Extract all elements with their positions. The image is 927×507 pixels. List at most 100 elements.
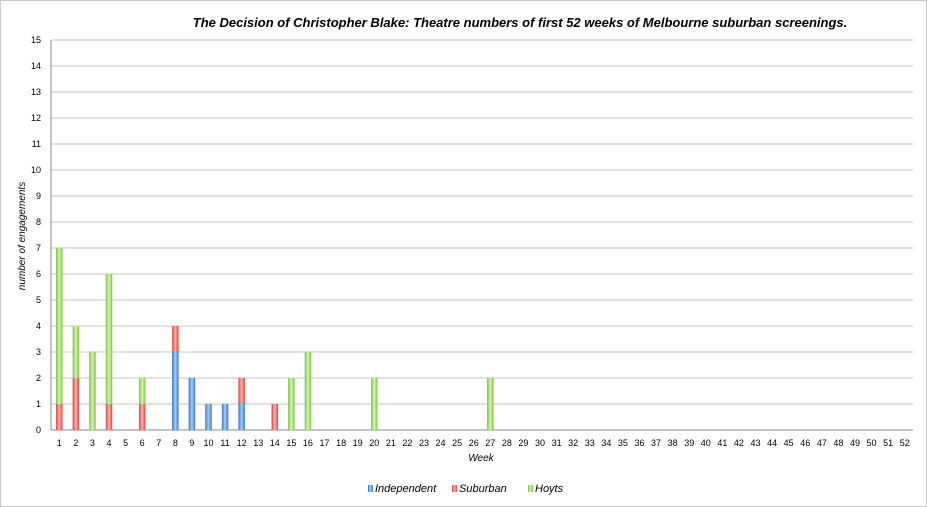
bar-segment-independent: [221, 404, 229, 430]
y-tick-label: 6: [36, 269, 41, 279]
y-tick-label: 2: [36, 373, 41, 383]
legend-label-hoyts: Hoyts: [535, 483, 564, 495]
x-tick-label: 27: [485, 438, 495, 448]
bar-segment-suburban: [72, 378, 80, 430]
x-axis-label: Week: [468, 453, 494, 464]
bar-segment-hoyts: [72, 326, 80, 378]
x-tick-label: 43: [751, 438, 761, 448]
x-tick-label: 3: [90, 438, 95, 448]
x-tick-label: 16: [303, 438, 313, 448]
y-tick-label: 7: [36, 243, 41, 253]
x-tick-label: 47: [817, 438, 827, 448]
x-tick-label: 10: [203, 438, 213, 448]
x-tick-label: 45: [784, 438, 794, 448]
legend-swatch-independent: [368, 485, 373, 492]
x-tick-label: 49: [850, 438, 860, 448]
bar-segment-suburban: [56, 404, 63, 430]
x-tick-label: 28: [502, 438, 512, 448]
x-tick-label: 7: [156, 438, 161, 448]
x-tick-label: 42: [734, 438, 744, 448]
legend: Independent Suburban Hoyts: [368, 483, 564, 495]
bar-segment-hoyts: [89, 352, 96, 430]
x-tick-label: 36: [634, 438, 644, 448]
bar-segment-hoyts: [304, 352, 312, 430]
bar-segment-hoyts: [138, 378, 146, 404]
x-tick-label: 41: [717, 438, 727, 448]
x-tick-label: 4: [107, 438, 112, 448]
y-tick-label: 1: [36, 399, 41, 409]
y-tick-label: 8: [36, 217, 41, 227]
x-tick-label: 35: [618, 438, 628, 448]
x-tick-label: 11: [220, 438, 229, 448]
x-tick-label: 5: [123, 438, 128, 448]
bar-segment-independent: [172, 352, 179, 430]
x-tick-label: 8: [173, 438, 178, 448]
x-tick-label: 25: [452, 438, 462, 448]
y-tick-label: 15: [31, 35, 41, 45]
y-tick-label: 0: [36, 425, 41, 435]
bar-segment-suburban: [238, 378, 245, 404]
x-tick-label: 17: [320, 438, 330, 448]
x-tick-label: 6: [140, 438, 145, 448]
x-tick-label: 23: [419, 438, 429, 448]
x-tick-label: 38: [668, 438, 678, 448]
y-tick-label: 9: [36, 191, 41, 201]
y-tick-label: 14: [31, 61, 41, 71]
legend-swatch-suburban: [452, 485, 457, 492]
x-tick-label: 44: [767, 438, 777, 448]
legend-label-independent: Independent: [375, 483, 437, 495]
x-tick-label: 29: [518, 438, 528, 448]
x-tick-label: 15: [286, 438, 296, 448]
x-tick-label: 37: [651, 438, 661, 448]
x-tick-label: 39: [684, 438, 694, 448]
x-tick-label: 46: [800, 438, 810, 448]
bar-segment-hoyts: [288, 378, 295, 430]
x-tick-label: 31: [552, 438, 562, 448]
chart-title: The Decision of Christopher Blake: Theat…: [193, 15, 847, 30]
x-tick-label: 24: [436, 438, 446, 448]
x-tick-label: 1: [57, 438, 62, 448]
x-tick-label: 19: [353, 438, 363, 448]
y-tick-label: 3: [36, 347, 41, 357]
bar-segment-suburban: [172, 326, 179, 352]
x-tick-label: 12: [237, 438, 247, 448]
bars: [56, 248, 494, 430]
y-axis-label: number of engagements: [17, 182, 28, 290]
legend-swatch-hoyts: [528, 485, 533, 492]
x-tick-label: 33: [585, 438, 595, 448]
y-tick-label: 13: [31, 87, 41, 97]
bar-segment-suburban: [105, 404, 113, 430]
x-axis-ticks: 1 2 3 4 5 6 7 8 9 10 11 12 13 14 15 16 17 18 19 20 21 22 23 24 2…: [57, 438, 910, 448]
y-tick-label: 4: [36, 321, 41, 331]
x-tick-label: 32: [568, 438, 578, 448]
bar-segment-independent: [188, 378, 196, 430]
x-tick-label: 14: [270, 438, 280, 448]
y-tick-label: 10: [31, 165, 41, 175]
x-tick-label: 40: [701, 438, 711, 448]
y-tick-label: 11: [32, 139, 41, 149]
bar-segment-hoyts: [487, 378, 494, 430]
x-tick-label: 34: [601, 438, 611, 448]
gridlines: [50, 39, 913, 431]
bar-segment-independent: [238, 404, 245, 430]
bar-segment-hoyts: [371, 378, 378, 430]
x-tick-label: 9: [189, 438, 194, 448]
x-tick-label: 48: [833, 438, 843, 448]
x-tick-label: 50: [867, 438, 877, 448]
bar-segment-hoyts: [56, 248, 63, 404]
x-tick-label: 30: [535, 438, 545, 448]
x-tick-label: 2: [73, 438, 78, 448]
x-tick-label: 26: [469, 438, 479, 448]
bar-segment-suburban: [138, 404, 146, 430]
bar-segment-suburban: [271, 404, 279, 430]
y-tick-label: 5: [36, 295, 41, 305]
x-tick-label: 22: [402, 438, 412, 448]
legend-label-suburban: Suburban: [459, 483, 507, 495]
x-tick-label: 13: [253, 438, 263, 448]
x-tick-label: 20: [369, 438, 379, 448]
x-tick-label: 18: [336, 438, 346, 448]
x-tick-label: 21: [386, 438, 396, 448]
